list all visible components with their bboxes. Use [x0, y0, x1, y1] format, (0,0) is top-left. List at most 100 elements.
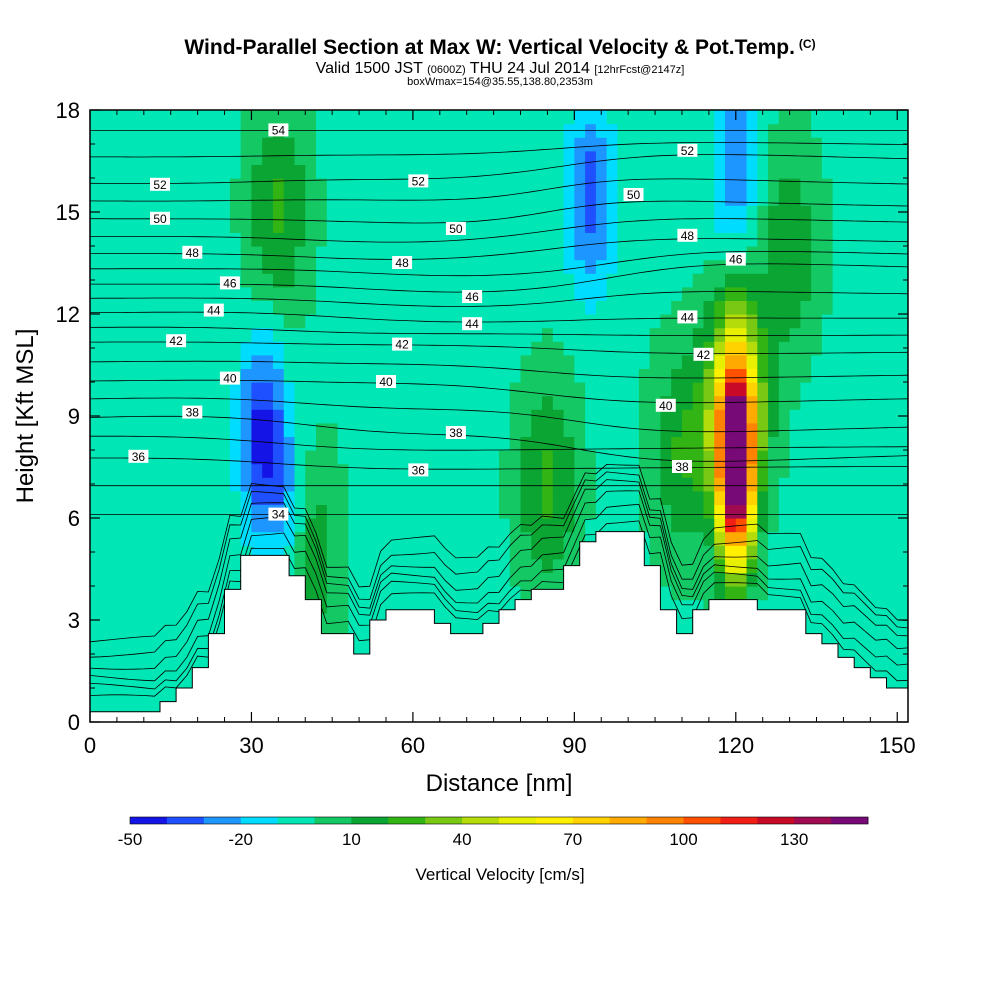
velocity-cell — [714, 259, 726, 274]
velocity-cell — [832, 368, 845, 383]
velocity-cell — [391, 436, 403, 451]
velocity-cell — [305, 341, 317, 356]
velocity-cell — [165, 640, 177, 655]
velocity-cell — [326, 218, 339, 233]
velocity-cell — [671, 110, 683, 125]
velocity-cell — [477, 137, 489, 152]
velocity-cell — [176, 300, 188, 315]
velocity-cell — [897, 640, 908, 655]
theta-label-text: 36 — [412, 463, 426, 477]
velocity-cell — [283, 137, 296, 152]
velocity-cell — [552, 110, 565, 125]
velocity-cell — [854, 654, 866, 669]
velocity-cell — [391, 286, 403, 301]
velocity-cell — [875, 654, 888, 669]
velocity-cell — [326, 518, 339, 533]
velocity-cell — [477, 409, 489, 424]
velocity-cell — [143, 368, 156, 383]
velocity-cell — [542, 354, 554, 369]
velocity-cell — [369, 545, 382, 560]
velocity-cell — [789, 191, 801, 206]
theta-label-text: 52 — [412, 174, 426, 188]
theta-label: 44 — [462, 317, 483, 331]
velocity-cell — [100, 205, 113, 220]
velocity-cell — [649, 395, 662, 410]
velocity-cell — [251, 259, 263, 274]
velocity-cell — [499, 463, 511, 478]
velocity-cell — [821, 341, 834, 356]
velocity-cell — [455, 327, 468, 342]
velocity-cell — [499, 409, 511, 424]
velocity-cell — [251, 368, 263, 383]
velocity-cell — [359, 300, 371, 315]
velocity-cell — [111, 518, 123, 533]
velocity-cell — [735, 531, 748, 546]
velocity-cell — [628, 354, 640, 369]
velocity-cell — [606, 463, 618, 478]
velocity-cell — [133, 327, 145, 342]
velocity-cell — [778, 504, 791, 519]
velocity-cell — [703, 409, 715, 424]
velocity-cell — [176, 626, 188, 641]
velocity-cell — [735, 218, 748, 233]
velocity-cell — [574, 178, 586, 193]
velocity-cell — [520, 110, 532, 125]
velocity-cell — [262, 178, 274, 193]
velocity-cell — [692, 368, 705, 383]
velocity-cell — [283, 218, 296, 233]
velocity-cell — [606, 300, 618, 315]
velocity-cell — [854, 518, 866, 533]
velocity-cell — [488, 232, 500, 247]
velocity-cell — [746, 518, 758, 533]
velocity-cell — [380, 150, 392, 165]
velocity-cell — [251, 286, 263, 301]
theta-label-text: 42 — [395, 338, 409, 352]
velocity-cell — [488, 150, 500, 165]
velocity-cell — [606, 218, 618, 233]
velocity-cell — [477, 327, 489, 342]
velocity-cell — [412, 368, 425, 383]
velocity-cell — [143, 246, 156, 261]
velocity-cell — [757, 490, 769, 505]
velocity-cell — [412, 232, 425, 247]
colorbar-swatch — [499, 817, 537, 824]
velocity-cell — [649, 178, 662, 193]
velocity-cell — [380, 463, 392, 478]
velocity-cell — [585, 259, 597, 274]
velocity-cell — [337, 354, 349, 369]
velocity-cell — [509, 545, 522, 560]
velocity-cell — [455, 450, 468, 465]
velocity-cell — [154, 368, 166, 383]
velocity-cell — [391, 205, 403, 220]
velocity-cell — [305, 436, 317, 451]
velocity-cell — [316, 572, 328, 587]
velocity-cell — [800, 286, 812, 301]
velocity-cell — [111, 205, 123, 220]
velocity-cell — [402, 558, 414, 573]
velocity-cell — [380, 545, 392, 560]
theta-contour-line — [90, 435, 908, 451]
velocity-cell — [789, 368, 801, 383]
velocity-cell — [499, 450, 511, 465]
velocity-cell — [864, 191, 877, 206]
velocity-cell — [316, 314, 328, 329]
velocity-cell — [886, 232, 898, 247]
velocity-cell — [316, 327, 328, 342]
velocity-cell — [337, 463, 349, 478]
velocity-cell — [864, 259, 877, 274]
velocity-cell — [509, 409, 522, 424]
velocity-cell — [229, 382, 242, 397]
velocity-cell — [434, 110, 446, 125]
theta-label-text: 40 — [379, 375, 393, 389]
velocity-cell — [735, 110, 748, 125]
velocity-cell — [735, 572, 748, 587]
velocity-cell — [509, 232, 522, 247]
box-info: boxWmax=154@35.55,138.80,2353m — [407, 76, 593, 88]
velocity-cell — [186, 314, 199, 329]
velocity-cell — [638, 205, 651, 220]
velocity-cell — [789, 259, 801, 274]
velocity-cell — [832, 354, 845, 369]
velocity-cell — [854, 191, 866, 206]
velocity-cell — [294, 314, 306, 329]
velocity-cell — [897, 300, 908, 315]
